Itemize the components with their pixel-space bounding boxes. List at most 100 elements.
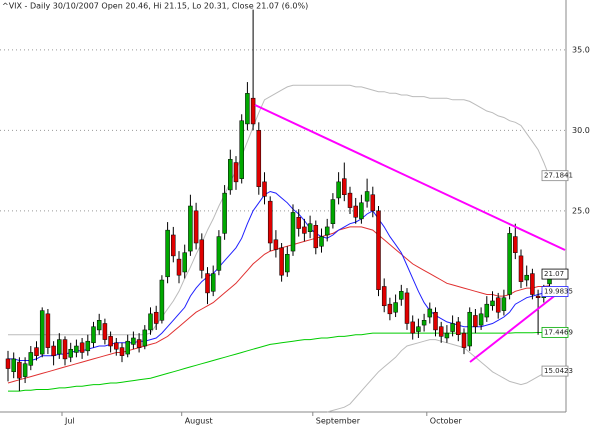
candle-body	[17, 361, 22, 379]
price-label: 15.0423	[544, 367, 573, 375]
candle-body	[182, 252, 187, 273]
candle-body	[176, 258, 182, 276]
candle-body	[285, 254, 290, 273]
candle-body	[387, 303, 393, 315]
candle-body	[342, 178, 347, 195]
candle-body	[381, 286, 387, 307]
candle-body	[28, 352, 34, 366]
candle-body	[62, 339, 68, 360]
candle-body	[68, 348, 73, 358]
candle-body	[102, 323, 108, 340]
candle-body	[353, 205, 358, 218]
price-label-box	[541, 365, 569, 377]
candle-body	[359, 202, 364, 220]
candle-body	[262, 181, 267, 197]
candle-body	[484, 303, 490, 318]
candle-body	[404, 292, 410, 324]
candle-body	[245, 93, 250, 125]
overlay-line	[7, 226, 550, 384]
candle-body	[188, 205, 193, 252]
overlay-line	[327, 339, 550, 413]
candle-body	[11, 358, 16, 373]
y-tick-label: 35.0	[572, 45, 590, 54]
candle-body	[39, 310, 45, 355]
candle-body	[416, 326, 421, 332]
candle-body	[513, 236, 518, 253]
candle-body	[347, 192, 353, 208]
candle-body	[501, 297, 507, 311]
x-tick-label: October	[430, 417, 463, 425]
price-label-box	[541, 268, 569, 280]
candle-body	[524, 274, 529, 281]
price-label: 19.9835	[544, 288, 573, 296]
candle-body	[273, 239, 279, 250]
candle-body	[222, 192, 227, 234]
candle-body	[85, 340, 91, 352]
candle-body	[153, 311, 159, 324]
candle-body	[535, 295, 541, 298]
candle-body	[114, 342, 119, 350]
candle-body	[250, 97, 256, 125]
price-label: 17.4469	[544, 328, 573, 336]
candle-body	[22, 363, 28, 377]
trend-line	[254, 104, 566, 251]
price-label-box	[541, 326, 569, 338]
candle-body	[376, 210, 381, 290]
candle-body	[473, 315, 478, 327]
labels: 25.0 30.0 35.0 Jul August September October 27.…	[64, 45, 590, 425]
candle-body	[296, 217, 301, 229]
candle-body	[210, 273, 216, 292]
candle-body	[450, 323, 455, 332]
overlay-line	[8, 84, 550, 336]
candle-body	[495, 297, 501, 313]
candle-body	[74, 345, 79, 353]
candle-body	[330, 199, 336, 224]
candle-body	[290, 212, 296, 252]
candle-body	[490, 300, 495, 307]
candle-body	[421, 320, 427, 326]
candle-body	[79, 342, 85, 353]
candle-body	[5, 358, 11, 369]
candle-body	[171, 234, 176, 257]
candle-body	[461, 332, 467, 348]
candle-body	[370, 194, 376, 212]
candle-body	[165, 229, 170, 278]
candle-body	[159, 279, 165, 321]
candle-body	[518, 255, 524, 282]
candle-body	[34, 347, 39, 356]
candle-body	[216, 236, 222, 271]
candle-body	[205, 273, 210, 294]
candle-body	[279, 247, 284, 276]
candle-body	[57, 339, 62, 355]
candle-body	[410, 321, 415, 334]
candle-body	[233, 162, 239, 183]
candle-body	[239, 120, 244, 179]
candle-body	[136, 339, 142, 348]
candle-body	[399, 291, 404, 300]
candle-body	[199, 239, 205, 271]
candle-body	[96, 320, 102, 331]
candle-body	[313, 225, 319, 249]
candle-body	[256, 130, 262, 187]
y-tick-label: 25.0	[572, 206, 590, 215]
candle-body	[427, 308, 433, 318]
plot	[0, 9, 566, 416]
candle-body	[91, 326, 96, 344]
candle-body	[51, 345, 56, 356]
candle-body	[131, 337, 136, 345]
candle-body	[444, 332, 450, 339]
price-label-box	[541, 286, 569, 297]
trend-line	[469, 289, 563, 363]
price-label-box	[541, 170, 569, 182]
candle-body	[108, 336, 113, 347]
x-tick-label: August	[185, 417, 213, 425]
candle-body	[324, 226, 330, 236]
candle-body	[530, 273, 535, 295]
candle-body	[302, 226, 307, 234]
x-tick-label: Jul	[64, 417, 75, 425]
candle-body	[267, 200, 273, 244]
price-label: 21.07	[544, 270, 564, 278]
x-tick-label: September	[316, 417, 361, 425]
